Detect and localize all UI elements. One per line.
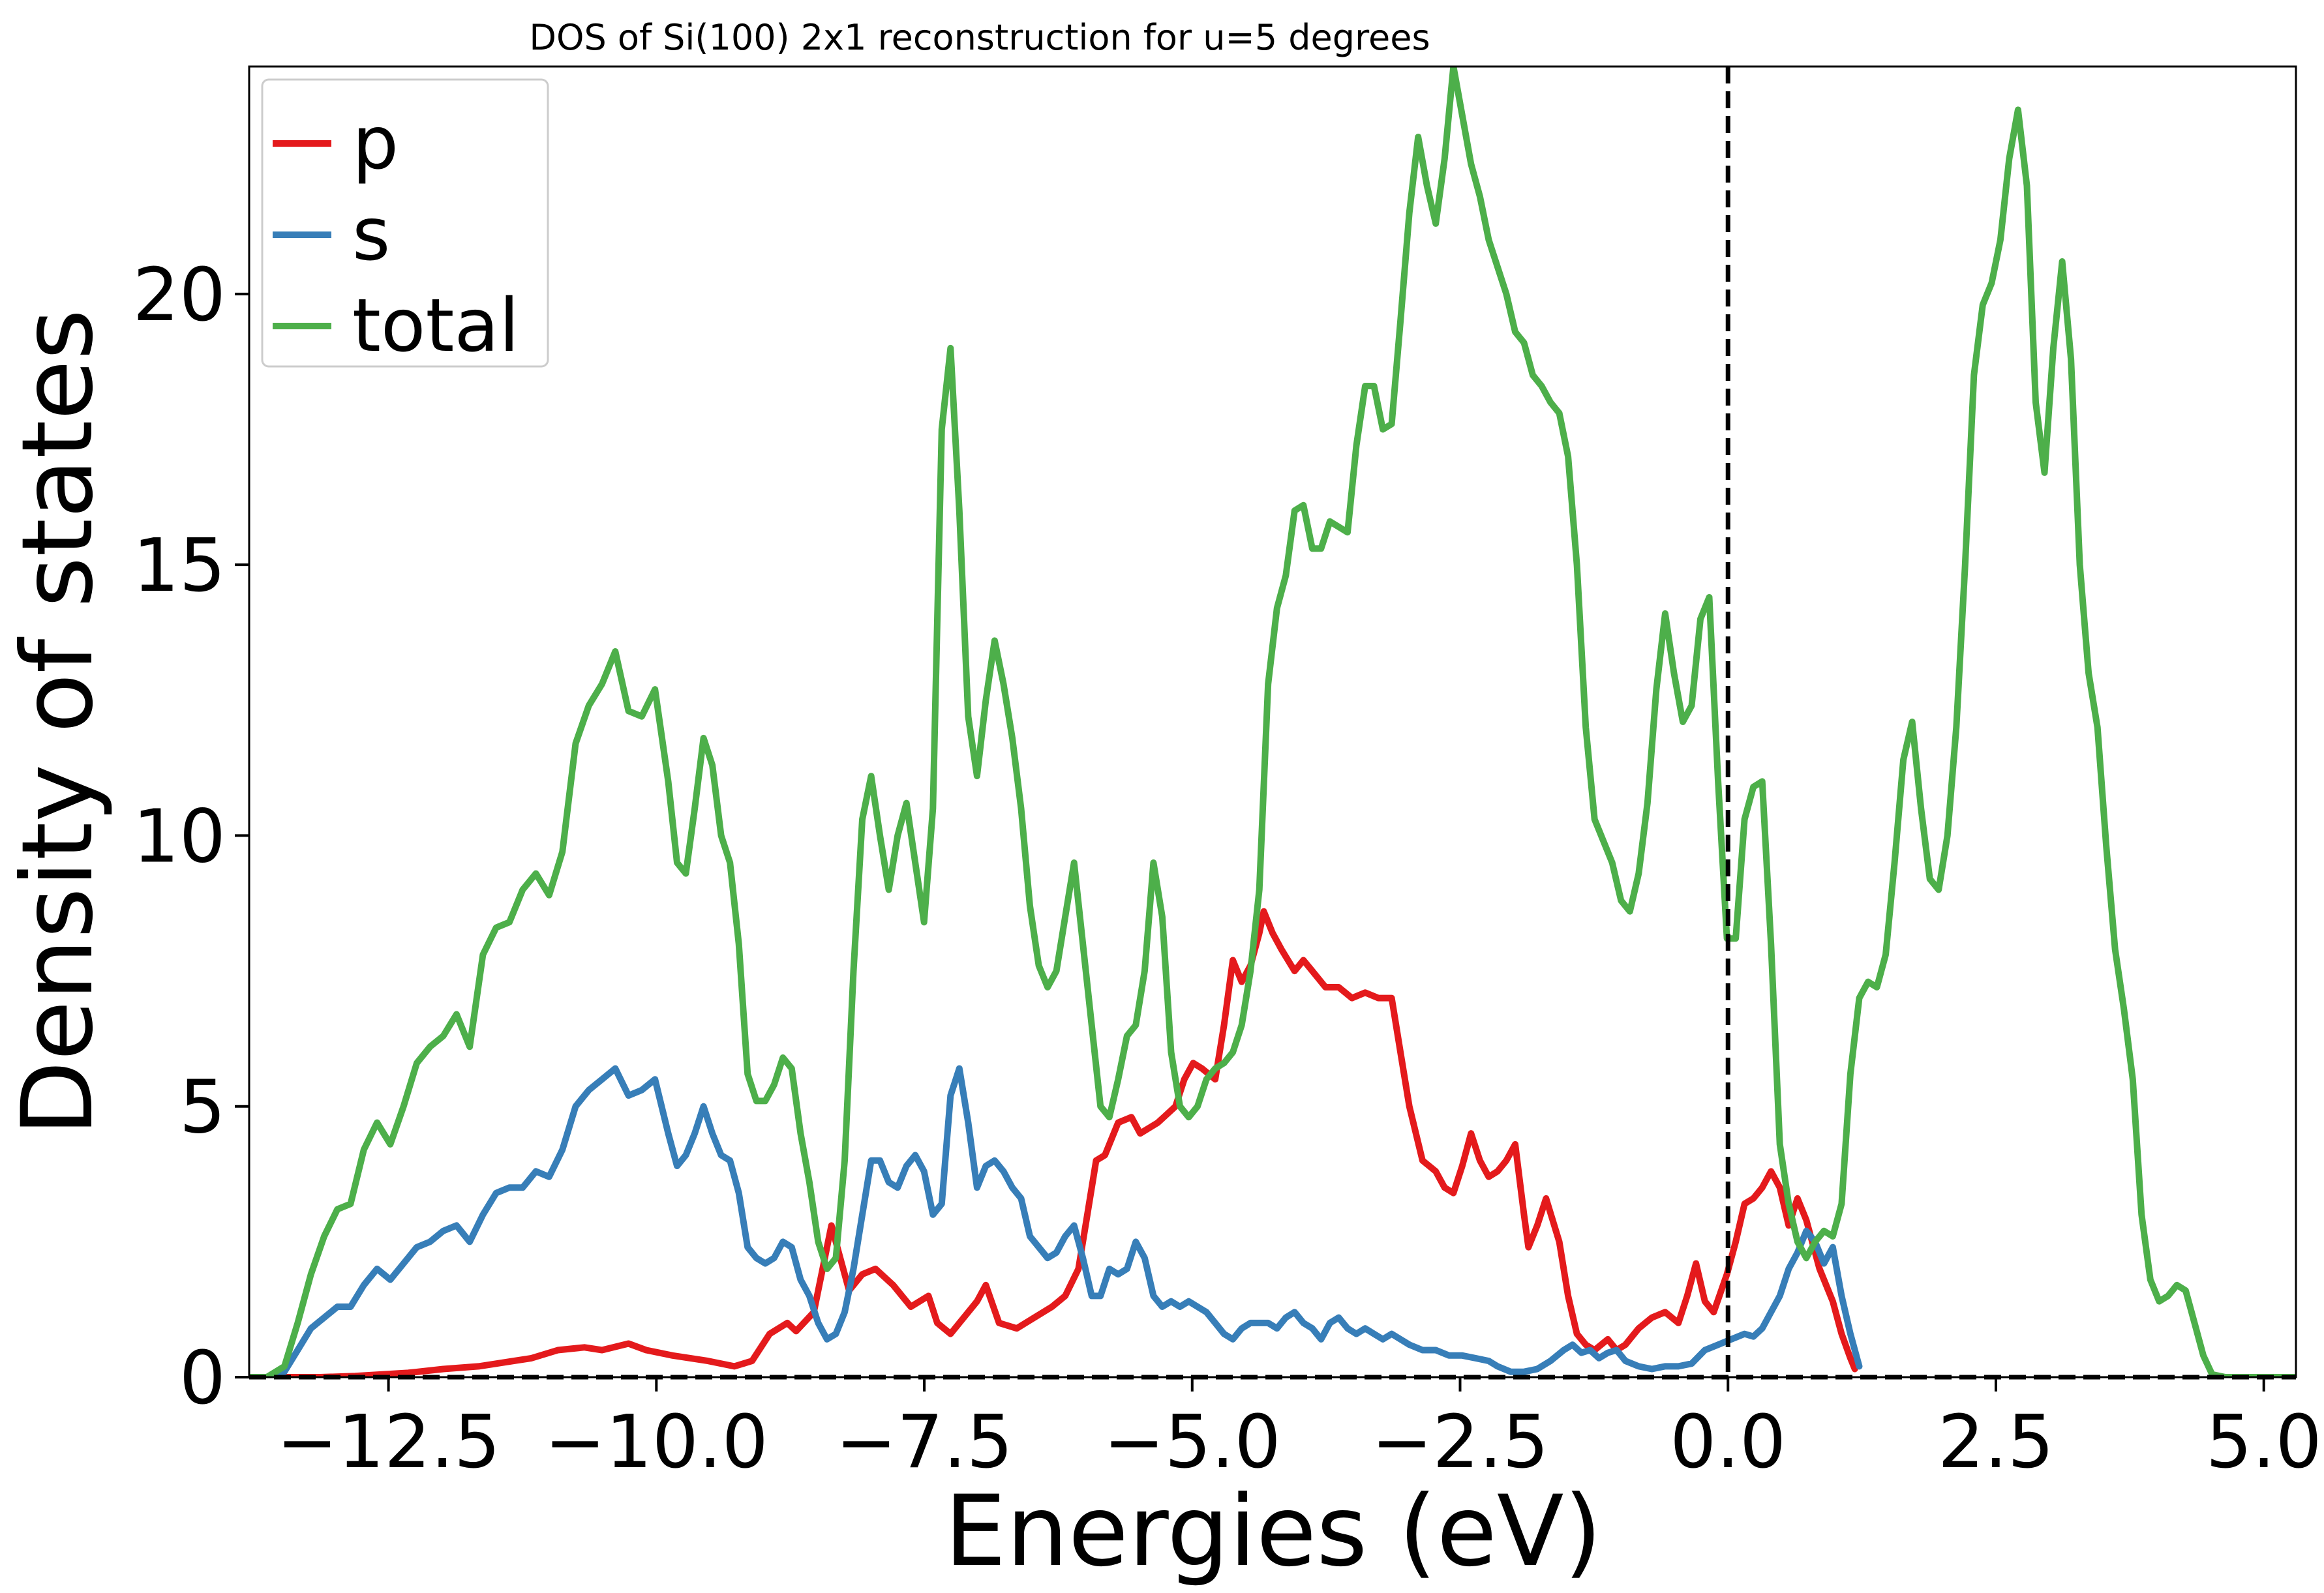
y-tick-label: 0 xyxy=(179,1336,226,1421)
plot-area xyxy=(248,65,2297,1380)
y-tick-label: 15 xyxy=(132,524,226,608)
x-tick-label: −2.5 xyxy=(1372,1400,1549,1485)
legend-label-s: s xyxy=(352,192,390,277)
chart-title: DOS of Si(100) 2x1 reconstruction for u=… xyxy=(529,17,1430,58)
axis-ticks: −12.5 −10.0 −7.5 −5.0 −2.5 0.0 2.5 5.0 0 5 10 15 20 xyxy=(132,253,2321,1485)
series-line-p xyxy=(249,908,1858,1377)
x-tick-label: −10.0 xyxy=(545,1400,768,1485)
plot-frame xyxy=(248,65,2297,1378)
y-tick-label: 10 xyxy=(132,794,226,879)
x-tick-label: −12.5 xyxy=(277,1400,500,1485)
y-axis-label: Density of states xyxy=(1,309,115,1136)
legend-label-p: p xyxy=(352,101,399,186)
series-line-total xyxy=(249,67,2296,1377)
y-tick-label: 5 xyxy=(179,1065,226,1150)
x-tick-label: 2.5 xyxy=(1938,1400,2054,1485)
x-axis-label: Energies (eV) xyxy=(944,1475,1602,1588)
x-tick-label: 5.0 xyxy=(2206,1400,2322,1485)
series-lines xyxy=(249,67,2296,1377)
legend-label-total: total xyxy=(352,284,519,368)
series-line-s xyxy=(249,1065,1863,1377)
x-tick-label: −5.0 xyxy=(1104,1400,1281,1485)
legend-box xyxy=(261,78,549,368)
x-tick-label: 0.0 xyxy=(1670,1400,1786,1485)
x-tick-label: −7.5 xyxy=(836,1400,1013,1485)
y-tick-label: 20 xyxy=(132,253,226,338)
